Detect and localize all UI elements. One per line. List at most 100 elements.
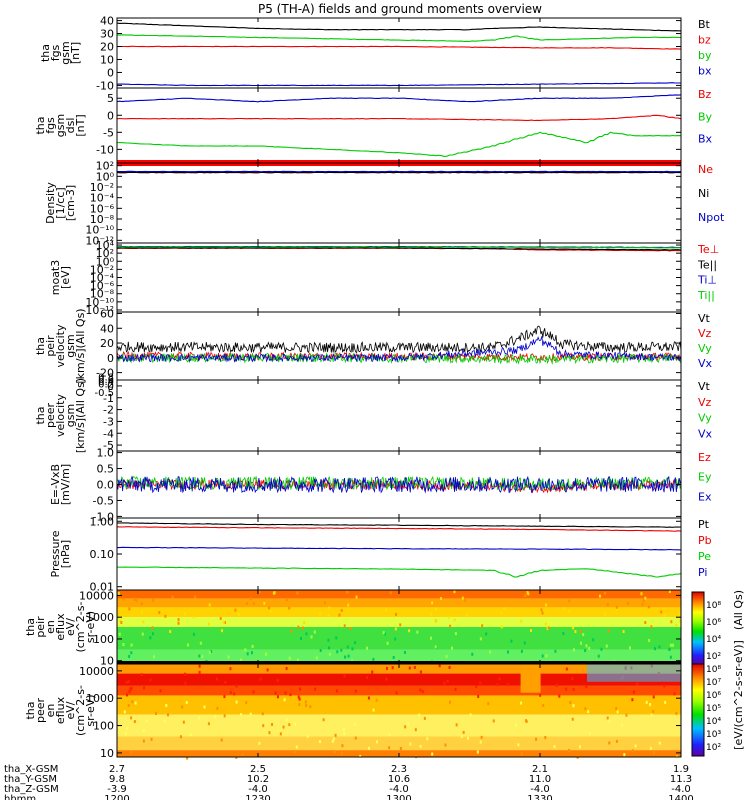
y-tick-label: 10⁻⁸ <box>90 213 115 226</box>
spectrogram-speckle <box>184 681 187 685</box>
y-tick-label: 0.8 <box>98 372 114 383</box>
y-tick-label: 0.5 <box>97 463 115 476</box>
spectrogram-speckle <box>572 626 575 630</box>
y-axis-label: (cm^2-s- <box>74 602 87 653</box>
series-line-Vt <box>116 325 682 354</box>
legend-entry-By: By <box>698 110 713 123</box>
spectrogram-speckle <box>555 683 558 687</box>
spectrogram-speckle <box>642 599 645 603</box>
spectrogram-speckle <box>152 598 155 602</box>
y-tick-label: 10⁻⁶ <box>90 280 115 293</box>
y-axis-label: [km/s](All Qs) <box>74 308 87 383</box>
spectrogram-speckle <box>464 598 467 602</box>
spectrogram-speckle <box>421 690 424 694</box>
spectrogram-speckle <box>343 674 346 678</box>
spectrogram-speckle <box>295 745 298 749</box>
spectrogram-speckle <box>545 654 548 658</box>
colorbar-tick-label: 10⁷ <box>706 678 721 688</box>
spectrogram-speckle <box>668 590 671 594</box>
spectrogram-speckle <box>130 750 133 754</box>
spectrogram-speckle <box>126 727 129 731</box>
y-axis-label: gsm <box>64 404 77 427</box>
colorbar-label-upper: (All Qs) <box>732 590 745 630</box>
spectrogram-speckle <box>476 750 479 754</box>
spectrogram-speckle <box>649 703 652 707</box>
spectrogram-speckle <box>578 745 581 749</box>
y-tick-label: 10⁻¹² <box>85 304 114 317</box>
spectrogram-speckle <box>224 680 227 684</box>
spectrogram-speckle <box>423 716 426 720</box>
spectrogram-speckle <box>645 700 648 704</box>
legend-entry-Ne: Ne <box>698 163 713 176</box>
spectrogram-speckle <box>461 596 464 600</box>
x-axis-row-value: -4.0 <box>530 784 550 795</box>
spectrogram-speckle <box>343 624 346 628</box>
spectrogram-speckle <box>215 677 218 681</box>
spectrogram-speckle <box>164 614 167 618</box>
spectrogram-speckle <box>372 708 375 712</box>
spectrogram-speckle <box>186 756 189 760</box>
y-axis-label: E=-VxB <box>49 464 62 505</box>
spectrogram-speckle <box>539 693 542 697</box>
colorbar-tick-label: 10⁵ <box>706 704 721 714</box>
spectrogram-speckle <box>297 695 300 699</box>
spectrogram-speckle <box>481 624 484 628</box>
spectrogram-speckle <box>477 694 480 698</box>
spectrogram-speckle <box>623 753 626 757</box>
spectrogram-speckle <box>568 599 571 603</box>
spectrogram-speckle <box>615 739 618 743</box>
y-axis-label: fgs <box>44 117 57 134</box>
spectrogram-speckle <box>608 719 611 723</box>
spectrogram-speckle <box>542 703 545 707</box>
spectrogram-speckle <box>158 610 161 614</box>
spectrogram-speckle <box>669 643 672 647</box>
colorbar-tick-label: 10² <box>706 652 721 662</box>
spectrogram-speckle <box>351 647 354 651</box>
spectrogram-speckle <box>439 597 442 601</box>
spectrogram-speckle <box>125 680 128 684</box>
spectrogram-speckle <box>289 693 292 697</box>
y-tick-label: 0 <box>107 109 114 122</box>
spectrogram-band-4 <box>117 627 681 650</box>
spectrogram-speckle <box>546 627 549 631</box>
colorbar-label: [eV/(cm^2-s-sr-eV)] <box>732 640 745 750</box>
spectrogram-speckle <box>435 607 438 611</box>
spectrogram-speckle <box>386 641 389 645</box>
legend-entry-Ti||: Ti|| <box>697 289 715 302</box>
y-tick-label: 0.6 <box>98 375 114 386</box>
x-axis-row-value: 2.7 <box>109 764 125 775</box>
spectrogram-speckle <box>431 752 434 756</box>
spectrogram-speckle <box>227 655 230 659</box>
spectrogram-speckle <box>660 610 663 614</box>
spectrogram-speckle <box>296 591 299 595</box>
spectrogram-speckle <box>240 658 243 662</box>
spectrogram-band-3 <box>117 695 681 715</box>
spectrogram-speckle <box>134 701 137 705</box>
spectrogram-speckle <box>122 597 125 601</box>
spectrogram-speckle <box>141 610 144 614</box>
spectrogram-speckle <box>574 630 577 634</box>
spectrogram-speckle <box>404 725 407 729</box>
spectrogram-speckle <box>177 621 180 625</box>
spectrogram-speckle <box>675 623 678 627</box>
spectrogram-speckle <box>210 650 213 654</box>
spectrogram-speckle <box>372 657 375 661</box>
spectrogram-speckle <box>249 597 252 601</box>
spectrogram-speckle <box>605 644 608 648</box>
spectrogram-speckle <box>541 611 544 615</box>
spectrogram-speckle <box>615 707 618 711</box>
spectrogram-speckle <box>650 625 653 629</box>
spectrogram-speckle <box>553 745 556 749</box>
x-axis-row-value: 10.2 <box>247 774 269 785</box>
panel-frame <box>116 379 682 452</box>
spectrogram-speckle <box>185 701 188 705</box>
y-tick-label: 10⁻² <box>90 263 114 276</box>
spectrogram-speckle <box>368 746 371 750</box>
y-tick-label: 10 <box>100 655 114 668</box>
spectrogram-speckle <box>219 616 222 620</box>
legend-entry-Pt: Pt <box>698 518 710 531</box>
spectrogram-speckle <box>453 618 456 622</box>
spectrogram-speckle <box>597 654 600 658</box>
spectrogram-speckle <box>145 719 148 723</box>
spectrogram-speckle <box>303 621 306 625</box>
